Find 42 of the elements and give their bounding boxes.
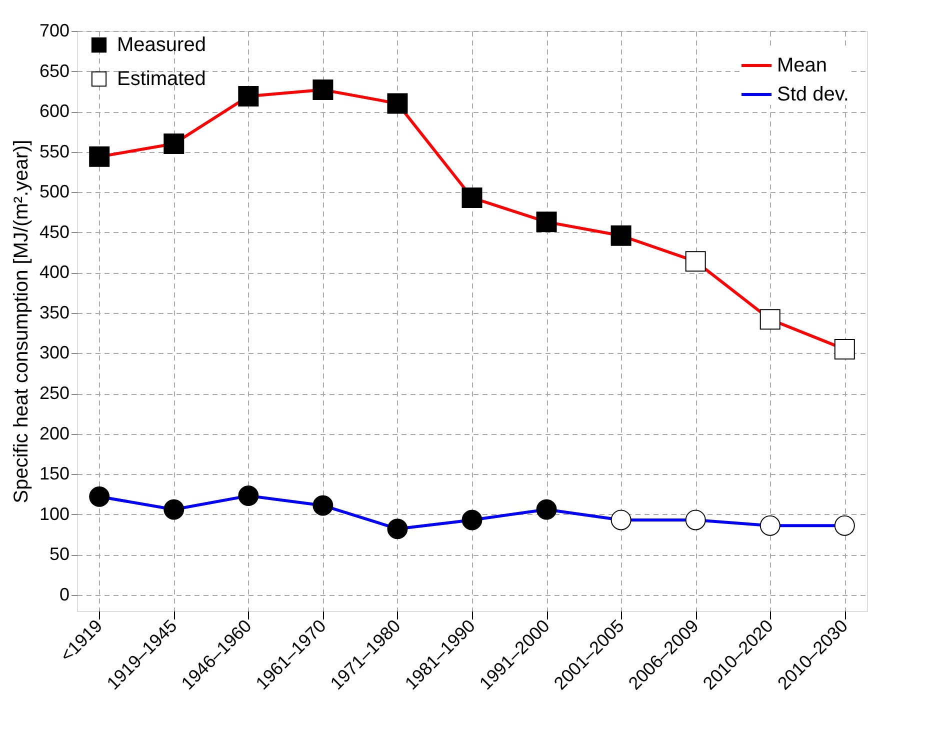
point (834, 515, 855, 536)
legend-label: Mean (777, 54, 828, 76)
y-tick-label: 150 (39, 464, 70, 484)
y-tick-label: 50 (49, 544, 70, 564)
y-tick-label: 200 (39, 423, 70, 444)
y-tick-label: 500 (39, 182, 70, 202)
point (610, 225, 632, 246)
point (89, 486, 110, 507)
legend-label: Estimated (117, 68, 206, 90)
point (387, 93, 408, 114)
legend-label: Measured (117, 34, 206, 56)
y-tick-label: 650 (39, 60, 70, 81)
point (312, 80, 334, 100)
point (610, 510, 632, 530)
y-tick-label: 550 (39, 141, 70, 162)
y-tick-label: 700 (39, 20, 70, 40)
y-tick-label: 0 (59, 584, 70, 604)
point (685, 251, 706, 272)
y-axis-title: Specific heat consumption [MJ/(m².year)] (10, 140, 32, 504)
point (462, 188, 482, 208)
point (164, 134, 184, 154)
point (760, 515, 780, 536)
y-tick-label: 400 (39, 262, 70, 282)
point (238, 486, 259, 506)
y-tick-label: 100 (39, 504, 70, 524)
point (387, 518, 408, 540)
point (760, 309, 780, 330)
y-tick-label: 250 (39, 383, 70, 403)
y-tick-label: 600 (39, 101, 70, 122)
point (312, 495, 334, 516)
point (536, 499, 557, 520)
y-tick-label: 300 (39, 342, 70, 363)
point (834, 338, 855, 360)
point (89, 146, 110, 167)
point (462, 510, 482, 530)
point (164, 499, 184, 520)
point (685, 510, 706, 530)
point (536, 212, 557, 232)
y-tick-label: 450 (39, 222, 70, 242)
legend-label: Std dev. (777, 84, 849, 106)
y-tick-label: 350 (39, 302, 70, 322)
point (238, 86, 259, 106)
